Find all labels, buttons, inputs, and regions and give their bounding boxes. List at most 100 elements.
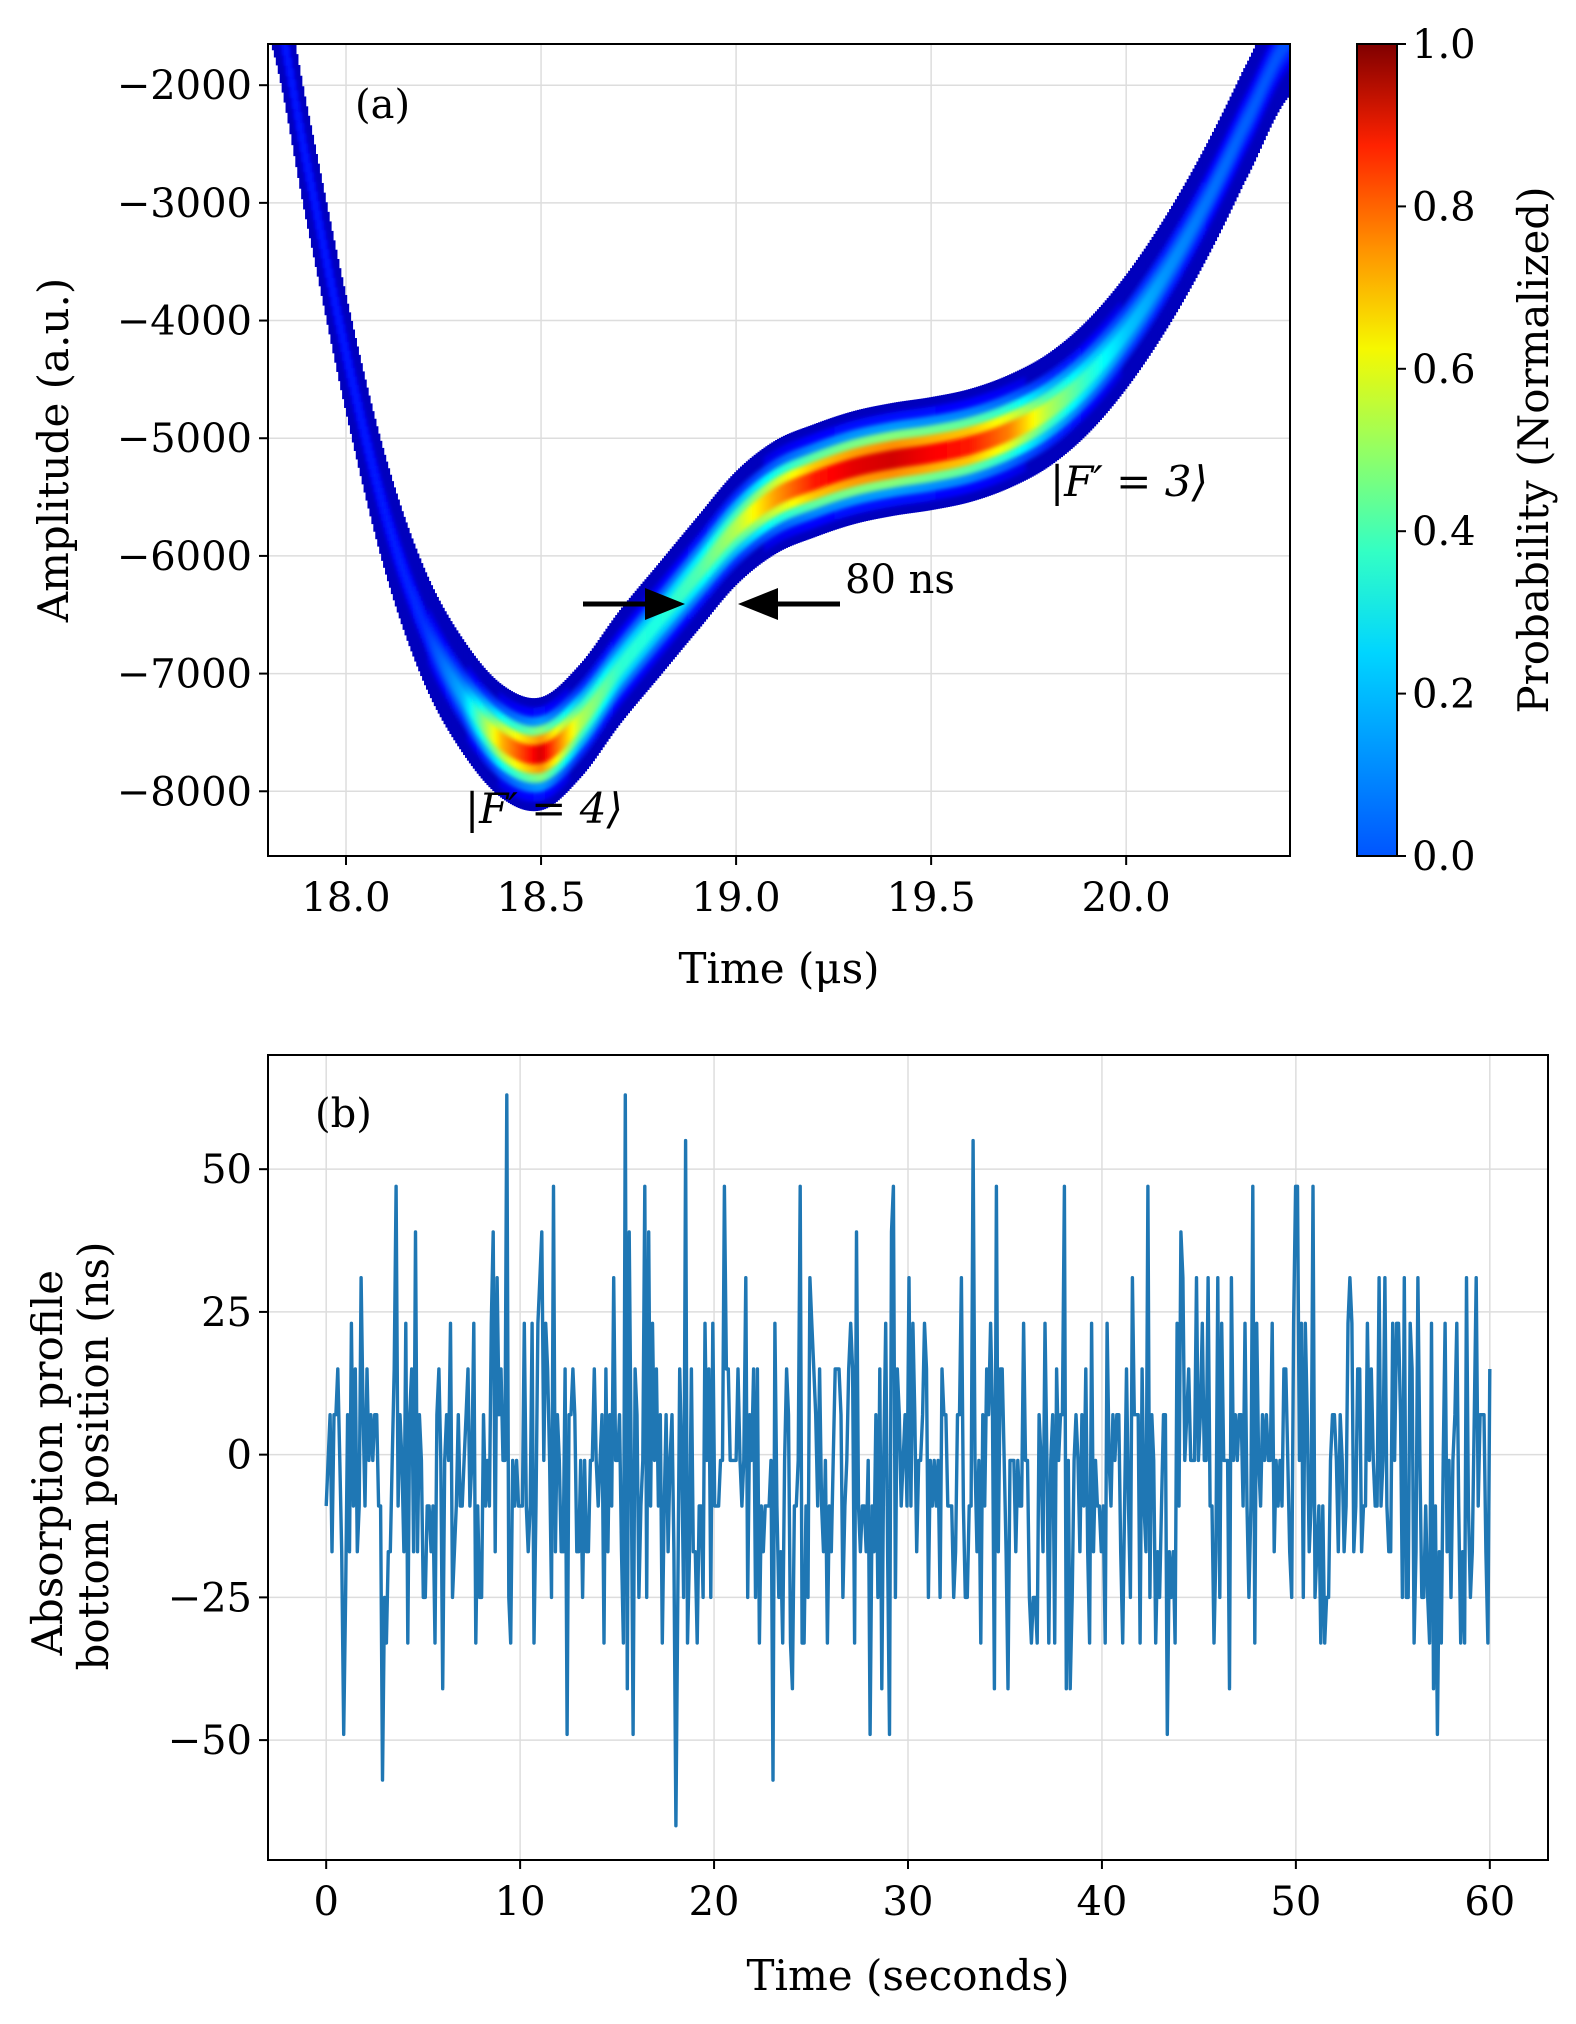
series-line [324, 1093, 1492, 1828]
panel-a-label: (a) [355, 82, 410, 128]
heatmap-cell [1011, 420, 1015, 440]
heatmap-cell [1147, 289, 1151, 309]
heatmap-cell [1192, 215, 1196, 235]
heatmap-cell [1161, 268, 1165, 288]
heatmap-cell [913, 446, 917, 466]
x-tick-label: 19.0 [692, 875, 781, 921]
heatmap-cell [523, 744, 527, 763]
heatmap-cell [281, 44, 285, 46]
heatmap-cell [660, 607, 664, 627]
heatmap-cell [427, 628, 432, 647]
colorbar-ticks: 0.0 0.2 0.4 0.6 0.8 1.0 [1397, 22, 1476, 880]
heatmap-cell [593, 692, 597, 712]
heatmap-cell [652, 617, 656, 636]
x-tick-label: 10 [495, 1879, 546, 1925]
heatmap-cell [334, 296, 338, 316]
heatmap-cell [1292, 0, 1295, 95]
heatmap-cell [1137, 304, 1142, 324]
heatmap-cell [1241, 119, 1245, 138]
heatmap-cell [1059, 391, 1064, 411]
heatmap-cell [806, 473, 810, 493]
colorbar-tick-label: 1.0 [1412, 22, 1476, 68]
heatmap-cell [989, 429, 993, 449]
heatmap-cell [880, 451, 884, 471]
heatmap-cell [999, 425, 1003, 445]
y-tick-label: −7000 [117, 652, 252, 698]
x-tick-label: 20.0 [1082, 875, 1171, 921]
heatmap-cell [353, 385, 357, 404]
heatmap-cell [720, 534, 724, 554]
heatmap-cell [874, 453, 878, 472]
heatmap-cell [314, 201, 318, 220]
heatmap-cell [268, 0, 271, 38]
heatmap-cell [648, 621, 652, 641]
heatmap-cell [1239, 123, 1243, 143]
y-tick-label: −4000 [117, 299, 252, 345]
heatmap-cell [316, 210, 320, 230]
heatmap-cell [1296, 0, 1299, 95]
heatmap-cell [626, 647, 631, 667]
heatmap-cell [962, 437, 966, 457]
heatmap-cell [537, 744, 541, 764]
heatmap-cell [722, 531, 726, 551]
heatmap-cell [663, 602, 668, 622]
heatmap-cell [931, 443, 935, 463]
heatmap-cell [1009, 421, 1013, 441]
heatmap-cell [909, 447, 913, 467]
heatmap-cell [441, 654, 445, 674]
heatmap-layer [427, 44, 1290, 783]
heatmap-cell [276, 0, 279, 18]
heatmap-cell [761, 496, 765, 515]
heatmap-cell [831, 464, 835, 484]
heatmap-cell [605, 675, 609, 695]
heatmap-cell [583, 705, 588, 725]
heatmap-cell [775, 487, 779, 506]
heatmap-cell [1081, 372, 1085, 392]
heatmap-cell [375, 473, 379, 493]
heatmap-cell [346, 350, 350, 370]
heatmap-cell [1159, 271, 1163, 291]
heatmap-cell [1005, 423, 1009, 442]
heatmap-cell [371, 458, 375, 478]
heatmap-cell [310, 181, 315, 201]
heatmap-cell [488, 721, 492, 741]
heatmap-cell [860, 456, 865, 475]
heatmap-cell [738, 515, 742, 535]
heatmap-cell [1237, 127, 1241, 147]
heatmap-cell [636, 635, 640, 655]
heatmap-cell [476, 707, 480, 727]
heatmap-cell [529, 745, 533, 764]
heatmap-cell [708, 548, 712, 568]
heatmap-cell [480, 712, 484, 732]
heatmap-cell [1048, 399, 1052, 419]
heatmap-cell [1013, 419, 1017, 439]
heatmap-cell [1104, 347, 1108, 367]
heatmap-cell [443, 658, 447, 678]
heatmap-cell [509, 738, 513, 758]
heatmap-cell [884, 451, 888, 471]
heatmap-cell [699, 560, 703, 580]
heatmap-cell [1116, 333, 1120, 352]
heatmap-cell [942, 441, 946, 461]
heatmap-cell [741, 511, 746, 531]
heatmap-cell [400, 558, 404, 578]
heatmap-cell [857, 456, 861, 476]
heatmap-cell [494, 726, 498, 746]
heatmap-cell [1174, 246, 1179, 266]
heatmap-cell [449, 668, 453, 687]
panel-b-x-ticks: 0 10 20 30 40 50 60 [313, 1860, 1515, 1925]
heatmap-cell [363, 426, 367, 446]
heatmap-cell [769, 490, 773, 510]
heatmap-cell [1065, 386, 1069, 406]
heatmap-cell [1298, 0, 1301, 95]
heatmap-cell [291, 79, 295, 99]
heatmap-cell [1128, 317, 1132, 337]
heatmap-cell [546, 741, 551, 761]
heatmap-cell [975, 433, 980, 453]
heatmap-cell [821, 467, 826, 487]
heatmap-band [268, 0, 1301, 812]
heatmap-cell [445, 661, 449, 681]
heatmap-cell [888, 450, 892, 470]
x-tick-label: 30 [883, 1879, 934, 1925]
heatmap-cell [357, 401, 361, 421]
